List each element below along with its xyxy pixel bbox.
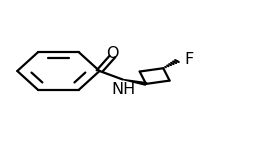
Text: O: O xyxy=(106,45,119,60)
Text: NH: NH xyxy=(111,82,136,97)
Text: F: F xyxy=(184,52,193,67)
Polygon shape xyxy=(122,79,147,85)
